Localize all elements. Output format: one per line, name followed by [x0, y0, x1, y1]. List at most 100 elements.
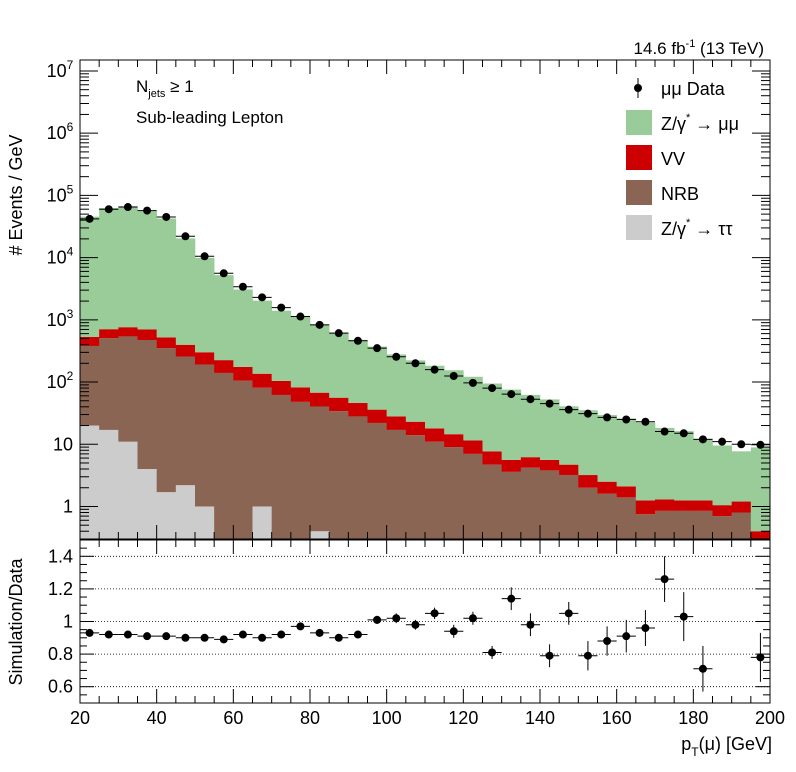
data-point-0 — [85, 214, 94, 223]
ratio-point-25 — [564, 609, 573, 618]
bar-zmm-30 — [655, 427, 675, 500]
ratio-point-24 — [545, 651, 554, 660]
y-tick-label-6: 106 — [47, 120, 74, 143]
bar-nrb-33 — [712, 516, 732, 539]
bar-vv-35 — [750, 531, 771, 539]
legend-label-nrb: NRB — [661, 184, 699, 204]
bar-nrb-22 — [501, 471, 522, 539]
ratio-point-32 — [698, 664, 707, 673]
data-point-19 — [449, 372, 458, 381]
bar-nrb-9 — [252, 387, 272, 507]
bar-vv-18 — [425, 428, 445, 442]
bar-ztt-4 — [156, 492, 177, 539]
data-point-6 — [200, 252, 209, 261]
ratio-point-33 — [756, 653, 765, 662]
bar-zmm-27 — [597, 415, 617, 482]
bar-nrb-10 — [271, 394, 292, 539]
ratio-pad: 0.6 0.8 1 1.2 1.4 20 40 60 80 100 120 140 160 180 200… — [6, 539, 785, 759]
ratio-point-27 — [603, 637, 612, 646]
bar-zmm-11 — [290, 316, 311, 388]
ratio-point-18 — [430, 609, 439, 618]
bar-zmm-34 — [731, 451, 752, 502]
data-point-11 — [296, 312, 305, 321]
bar-zmm-14 — [348, 339, 368, 404]
bar-zmm-20 — [463, 376, 483, 441]
bar-zmm-19 — [444, 370, 464, 435]
ratio-point-1 — [104, 630, 113, 639]
luminosity-label: 14.6 fb-1 (13 TeV) — [634, 38, 764, 58]
bar-zmm-12 — [310, 324, 330, 393]
y-tick-label-2: 102 — [47, 369, 74, 392]
bar-nrb-11 — [290, 401, 311, 539]
ratio-point-14 — [353, 630, 362, 639]
bar-nrb-13 — [329, 411, 349, 539]
data-point-32 — [698, 435, 707, 444]
legend-swatch-ztt — [626, 215, 652, 240]
bar-vv-19 — [444, 434, 464, 448]
data-point-28 — [622, 415, 631, 424]
bar-vv-13 — [329, 397, 349, 412]
data-point-27 — [603, 413, 612, 422]
bar-nrb-3 — [137, 339, 157, 470]
ratio-point-4 — [162, 632, 171, 641]
ratio-point-0 — [85, 628, 94, 637]
data-point-26 — [583, 409, 592, 418]
bar-zmm-25 — [559, 406, 579, 465]
bar-vv-21 — [482, 451, 502, 465]
ratio-point-16 — [392, 614, 401, 623]
ratio-point-22 — [507, 594, 516, 603]
y-tick-label-7: 107 — [47, 58, 74, 81]
bar-zmm-18 — [425, 365, 445, 429]
bar-vv-34 — [731, 501, 752, 513]
bar-vv-31 — [674, 500, 694, 511]
ratio-point-31 — [679, 612, 688, 621]
bar-vv-4 — [156, 337, 177, 349]
bar-zmm-28 — [616, 418, 637, 487]
bar-nrb-0 — [80, 345, 100, 426]
ratio-y-tick-labels: 0.6 0.8 1 1.2 1.4 — [48, 546, 73, 696]
x-tick-label-0: 20 — [70, 708, 90, 728]
bar-nrb-17 — [405, 435, 426, 539]
bar-nrb-34 — [731, 512, 752, 539]
bar-zmm-29 — [635, 422, 656, 501]
ratio-point-10 — [277, 630, 286, 639]
ratio-point-26 — [583, 651, 592, 660]
bar-nrb-32 — [693, 510, 713, 539]
bar-zmm-35 — [750, 447, 771, 532]
ratio-point-20 — [468, 614, 477, 623]
ratio-point-12 — [315, 628, 324, 637]
bar-ztt-2 — [118, 441, 138, 539]
ratio-point-17 — [411, 620, 420, 629]
bar-zmm-22 — [501, 389, 522, 460]
bar-zmm-5 — [175, 238, 196, 345]
data-point-1 — [104, 205, 113, 214]
ratio-point-11 — [296, 622, 305, 631]
bar-nrb-26 — [578, 487, 598, 539]
data-point-33 — [718, 437, 727, 446]
lepton-annotation: Sub-leading Lepton — [136, 108, 283, 127]
ratio-point-6 — [200, 633, 209, 642]
bar-vv-0 — [80, 336, 100, 346]
legend-label-zmm: Z/γ* → μμ — [661, 112, 739, 134]
y-axis-title-ratio: Simulation/Data — [6, 557, 26, 685]
legend-label-ztt: Z/γ* → ττ — [661, 217, 733, 239]
ratio-y-tick-label-3: 1.2 — [48, 579, 73, 599]
x-tick-label-6: 140 — [525, 708, 555, 728]
legend-data-marker — [634, 84, 642, 92]
bar-vv-33 — [712, 505, 732, 517]
y-tick-label-4: 104 — [47, 245, 74, 268]
ratio-y-tick-label-2: 1 — [63, 612, 73, 632]
bar-nrb-29 — [635, 514, 656, 539]
bar-nrb-2 — [118, 336, 138, 442]
bar-nrb-31 — [674, 510, 694, 539]
ratio-point-3 — [143, 632, 152, 641]
data-points — [80, 203, 770, 449]
x-tick-label-1: 40 — [147, 708, 167, 728]
bar-ztt-3 — [137, 469, 157, 539]
data-point-34 — [737, 440, 746, 449]
bar-ztt-6 — [195, 506, 215, 539]
bar-zmm-33 — [712, 445, 732, 506]
bar-nrb-6 — [195, 364, 215, 507]
ratio-point-2 — [123, 630, 132, 639]
data-point-15 — [373, 344, 382, 353]
